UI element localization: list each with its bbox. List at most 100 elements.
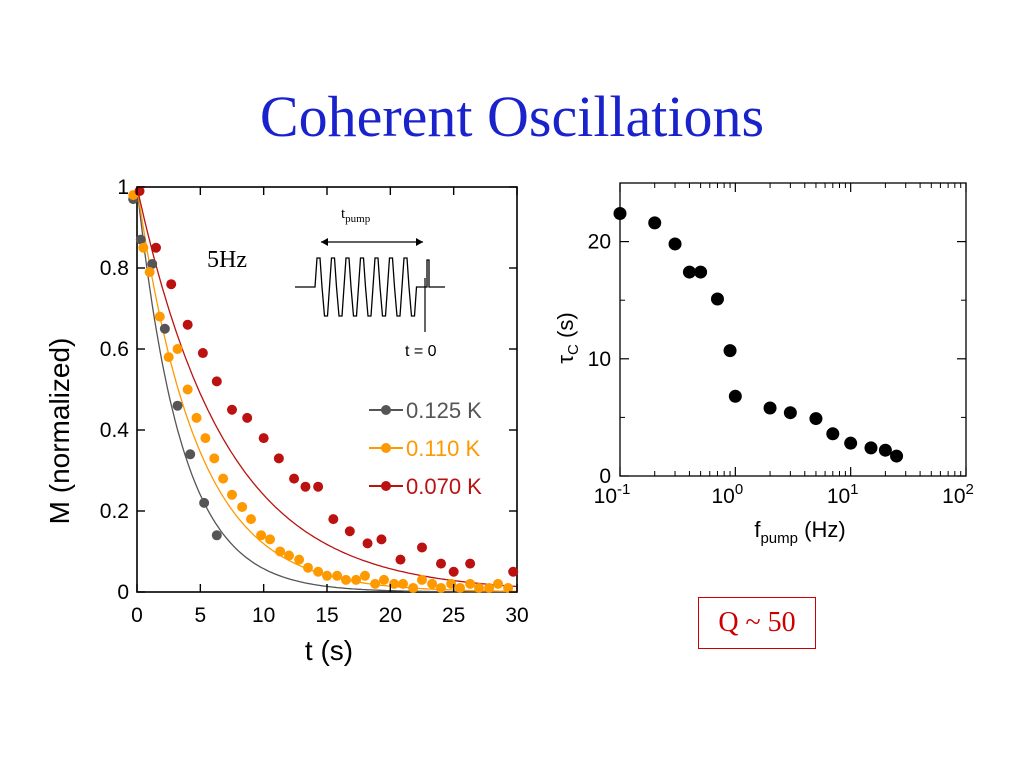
data-point-0110-K <box>379 574 389 585</box>
data-point-0110-K <box>446 578 457 589</box>
tau-plot-frame <box>619 182 967 477</box>
pump-waveform-inset: tpump t = 0 <box>295 206 445 360</box>
data-point-0110-K <box>398 578 408 589</box>
decay-y-tick-label: 0.2 <box>100 500 129 523</box>
data-point-0110-K <box>455 582 465 593</box>
data-point-0110-K <box>284 550 294 561</box>
decay-chart: 0 5 10 15 20 25 30 0 0.2 0.4 0.6 0.8 1 M (normalized… <box>25 160 585 680</box>
inset-arrow-left-head <box>321 238 328 246</box>
data-point-0070-K <box>273 453 284 464</box>
data-point-0070-K <box>227 404 237 415</box>
data-point-0070-K <box>344 526 355 537</box>
data-point-0110-K <box>154 311 165 322</box>
decay-x-tick-label: 5 <box>194 604 206 627</box>
tau-data-point <box>763 401 777 415</box>
data-point-0070-K <box>417 542 427 553</box>
data-point-0110-K <box>360 570 370 581</box>
tau-y-tick-label: 20 <box>588 231 611 254</box>
tau-data-point <box>783 406 797 420</box>
data-point-0110-K <box>408 582 419 593</box>
decay-x-tick-label: 30 <box>505 604 528 627</box>
data-point-0070-K <box>289 473 300 484</box>
data-point-0110-K <box>465 578 476 589</box>
tau-data-point <box>668 237 682 251</box>
data-point-0110-K <box>200 433 211 444</box>
tau-data-point <box>648 216 662 230</box>
inset-pump-wave <box>295 257 445 317</box>
inset-t0-label: t = 0 <box>405 343 437 360</box>
data-point-0070-K <box>182 319 193 330</box>
data-point-0070-K <box>448 566 459 577</box>
data-point-0110-K <box>332 570 343 581</box>
data-point-0110-K <box>182 384 193 395</box>
data-point-0110-K <box>227 489 237 500</box>
data-point-0110-K <box>351 574 362 585</box>
decay-y-tick-label: 0.8 <box>100 257 129 280</box>
tau-x-axis-label: fpump (Hz) <box>754 517 845 547</box>
data-point-0110-K <box>163 352 174 363</box>
data-point-0070-K <box>328 514 339 525</box>
tau-data-point <box>613 206 627 220</box>
data-point-0110-K <box>172 344 183 354</box>
data-point-0110-K <box>265 534 275 545</box>
data-point-0125-K <box>159 323 170 334</box>
inset-arrow-right-head <box>416 238 423 246</box>
data-point-0110-K <box>427 578 438 589</box>
data-point-0110-K <box>294 554 305 565</box>
data-point-0070-K <box>436 558 446 569</box>
data-point-0110-K <box>303 562 313 573</box>
data-point-0070-K <box>151 242 161 253</box>
data-point-0110-K <box>389 578 400 589</box>
data-point-0070-K <box>376 534 387 545</box>
data-point-0070-K <box>313 481 324 492</box>
tau-chart-background <box>540 160 1000 570</box>
data-point-0110-K <box>417 574 427 585</box>
legend-marker-0125-K <box>381 405 391 415</box>
tau-data-point <box>710 292 724 306</box>
data-point-0070-K <box>300 481 311 492</box>
tau-data-point <box>864 441 878 455</box>
data-point-0125-K <box>135 234 146 245</box>
data-point-0110-K <box>191 412 202 423</box>
data-point-0110-K <box>144 267 155 278</box>
data-point-0070-K <box>197 348 208 359</box>
tau-x-tick-label: 101 <box>827 481 859 508</box>
legend-label-0070-K: 0.070 K <box>406 474 482 499</box>
decay-x-tick-label: 10 <box>252 604 275 627</box>
decay-x-axis-label: t (s) <box>305 635 353 666</box>
data-point-0110-K <box>484 582 495 593</box>
data-point-0070-K <box>166 279 177 290</box>
tau-y-tick-label: 10 <box>588 348 611 371</box>
tau-data-point <box>844 436 858 450</box>
decay-legend: 0.125 K 0.110 K 0.070 K <box>369 398 482 499</box>
data-point-0070-K <box>258 433 269 444</box>
legend-label-0125-K: 0.125 K <box>406 398 482 423</box>
data-point-0070-K <box>465 558 476 569</box>
quality-factor-box: Q ~ 50 <box>698 597 816 649</box>
data-point-0110-K <box>341 574 351 585</box>
data-point-0070-K <box>508 566 519 577</box>
data-point-0125-K <box>172 400 183 411</box>
quality-factor-label: Q ~ 50 <box>718 607 796 638</box>
data-point-0110-K <box>474 582 484 593</box>
tau-x-tick-label: 100 <box>711 481 743 508</box>
decay-x-tick-label: 20 <box>379 604 402 627</box>
decay-x-tick-label: 0 <box>131 604 143 627</box>
data-point-0125-K <box>211 530 222 541</box>
data-point-0110-K <box>209 453 220 464</box>
data-point-0070-K <box>242 412 253 423</box>
legend-marker-0110-K <box>381 443 391 453</box>
data-point-0110-K <box>436 582 446 593</box>
data-point-0110-K <box>313 566 324 577</box>
legend-marker-0070-K <box>381 481 391 491</box>
decay-x-tick-label: 15 <box>315 604 338 627</box>
slide-title: Coherent Oscillations <box>259 84 765 149</box>
data-point-0110-K <box>237 501 248 512</box>
data-point-0110-K <box>370 578 381 589</box>
data-point-0110-K <box>503 582 514 593</box>
tau-x-tick-label: 102 <box>942 481 974 508</box>
decay-y-tick-label: 0 <box>117 581 129 604</box>
decay-y-tick-label: 0.4 <box>100 419 130 442</box>
data-point-0110-K <box>322 570 332 581</box>
